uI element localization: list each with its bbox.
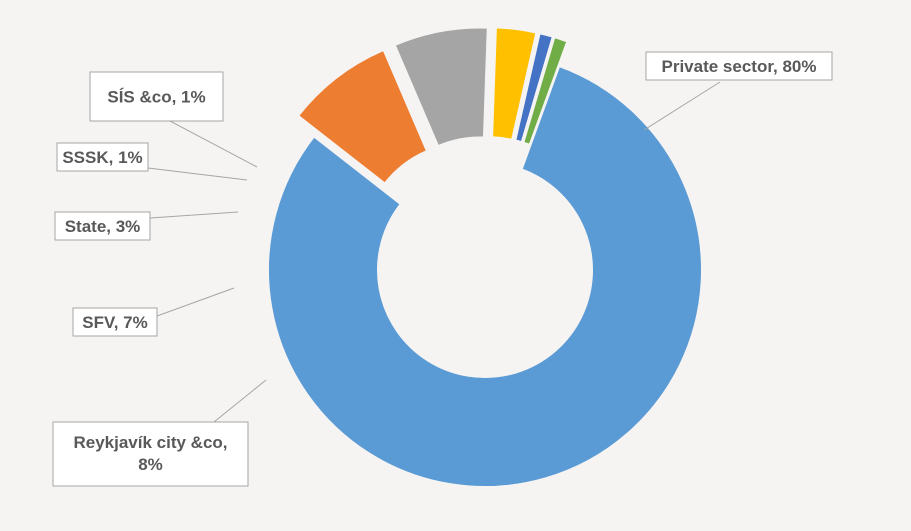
leader-line <box>149 211 239 219</box>
leader-line <box>169 120 258 168</box>
leader-line <box>212 379 267 423</box>
leader-line <box>156 287 235 317</box>
data-label: SÍS &co, 1% <box>107 88 205 107</box>
data-label-box <box>52 421 249 487</box>
donut-slice <box>491 26 538 142</box>
data-label: State, 3% <box>65 217 141 236</box>
data-label: Reykjavík city &co, 8% <box>73 433 227 474</box>
data-label: Private sector, 80% <box>662 57 817 76</box>
leader-line <box>147 167 248 181</box>
donut-slice <box>267 64 703 488</box>
data-label-box <box>645 51 833 81</box>
data-label: SFV, 7% <box>82 313 148 332</box>
data-label-box <box>56 142 149 172</box>
data-label: SSSK, 1% <box>62 148 142 167</box>
data-label-box <box>72 307 158 337</box>
donut-slice <box>522 35 569 147</box>
data-label-box <box>54 211 151 241</box>
leader-line <box>643 81 721 131</box>
donut-slice <box>514 32 555 144</box>
donut-slice <box>296 48 429 185</box>
data-label-box <box>89 71 224 122</box>
donut-slice <box>393 26 489 148</box>
